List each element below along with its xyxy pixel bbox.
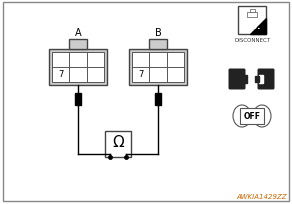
Bar	[249, 10, 255, 13]
Text: AWKIA1429ZZ: AWKIA1429ZZ	[237, 193, 287, 199]
Bar	[52, 53, 104, 83]
Bar	[247, 13, 257, 18]
Text: A: A	[75, 28, 81, 38]
Text: H.S.: H.S.	[241, 22, 261, 31]
FancyBboxPatch shape	[229, 69, 246, 90]
Text: 7: 7	[58, 70, 63, 79]
FancyBboxPatch shape	[258, 69, 274, 90]
Bar	[49, 50, 107, 86]
Ellipse shape	[253, 105, 271, 127]
Text: Ω: Ω	[112, 135, 124, 150]
Bar	[243, 76, 247, 84]
Bar	[155, 94, 161, 105]
Bar	[255, 77, 259, 83]
Text: DISCONNECT: DISCONNECT	[234, 38, 270, 43]
Text: OFF: OFF	[244, 112, 260, 121]
Bar	[240, 109, 264, 124]
Bar	[149, 40, 167, 50]
Text: 7: 7	[138, 70, 143, 79]
Bar	[238, 7, 266, 35]
Ellipse shape	[233, 105, 251, 127]
Bar	[129, 50, 187, 86]
Text: B: B	[155, 28, 161, 38]
Bar	[259, 76, 263, 84]
Bar	[75, 94, 81, 105]
Bar	[132, 53, 184, 83]
Bar	[69, 40, 87, 50]
Polygon shape	[250, 19, 266, 35]
Bar	[105, 131, 131, 157]
